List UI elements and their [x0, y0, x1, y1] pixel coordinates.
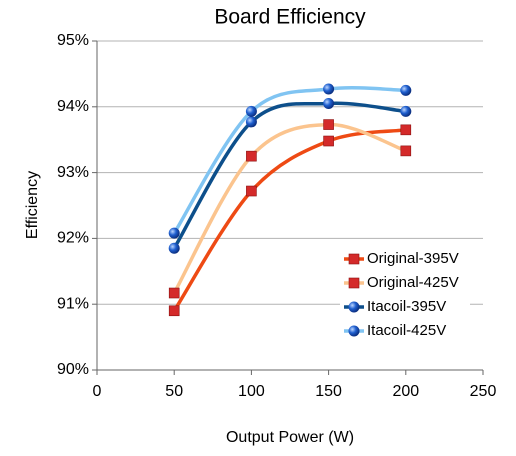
x-tick-label: 200: [392, 383, 419, 400]
marker: [323, 135, 334, 147]
y-axis-label: Efficiency: [24, 171, 41, 239]
y-tick-label: 94%: [57, 98, 89, 115]
marker: [168, 242, 180, 254]
y-tick-label: 90%: [57, 361, 89, 378]
y-tick-label: 91%: [57, 295, 89, 312]
series-line: [172, 86, 406, 235]
legend: Original-395V Original-425V Itacoil-395V It…: [340, 244, 470, 346]
marker: [400, 84, 412, 96]
marker: [323, 98, 335, 110]
legend-label: Original-395V: [367, 250, 459, 267]
marker: [245, 116, 257, 128]
marker: [323, 119, 334, 130]
legend-label: Itacoil-425V: [367, 322, 446, 339]
marker: [168, 305, 180, 317]
marker: [246, 185, 257, 197]
y-tick-label: 93%: [57, 164, 89, 181]
y-tick-label: 95%: [57, 32, 89, 49]
series-line: [172, 122, 407, 294]
marker: [245, 105, 257, 117]
legend-box: [340, 244, 470, 346]
x-tick-label: 50: [165, 383, 183, 400]
legend-marker: [348, 325, 360, 337]
marker: [400, 105, 412, 117]
marker: [168, 287, 180, 299]
x-tick-label: 0: [93, 383, 102, 400]
legend-marker: [348, 277, 360, 289]
x-tick-label: 250: [470, 383, 497, 400]
x-tick-label: 100: [238, 383, 265, 400]
series-line: [172, 101, 406, 250]
legend-marker: [348, 253, 360, 265]
legend-label: Original-425V: [367, 274, 459, 291]
marker: [400, 145, 412, 157]
x-axis-label: Output Power (W): [226, 429, 354, 446]
y-tick-label: 92%: [57, 230, 89, 247]
marker: [400, 124, 412, 136]
marker: [246, 150, 257, 162]
marker: [323, 83, 335, 95]
legend-label: Itacoil-395V: [367, 298, 446, 315]
legend-marker: [348, 301, 360, 313]
x-tick-label: 150: [315, 383, 342, 400]
marker: [168, 227, 180, 239]
chart-title: Board Efficiency: [214, 6, 366, 29]
